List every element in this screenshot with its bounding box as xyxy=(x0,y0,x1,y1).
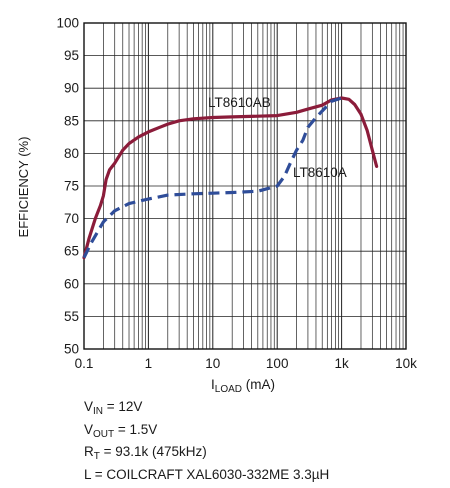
y-tick-label: 80 xyxy=(64,146,79,161)
y-tick-label: 90 xyxy=(64,81,79,96)
y-tick-label: 65 xyxy=(64,244,79,259)
series-label-lt8610ab: LT8610AB xyxy=(208,95,271,110)
x-axis-label-rest: (mA) xyxy=(242,377,275,392)
series-label-lt8610a: LT8610A xyxy=(293,165,347,180)
x-tick-label: 10 xyxy=(205,356,220,371)
y-tick-label: 85 xyxy=(64,113,79,128)
y-tick-label: 50 xyxy=(64,342,79,357)
note-vin: VIN = 12V xyxy=(84,398,329,421)
x-tick-label: 1k xyxy=(334,356,349,371)
x-tick-label: 10k xyxy=(395,356,417,371)
x-axis-label: ILOAD (mA) xyxy=(211,377,275,395)
grid xyxy=(84,23,406,349)
y-tick-label: 100 xyxy=(56,16,79,31)
x-tick-label: 100 xyxy=(266,356,289,371)
y-axis-label: EFFICIENCY (%) xyxy=(16,137,31,238)
x-tick-label: 1 xyxy=(145,356,153,371)
x-axis-label-sub: LOAD xyxy=(215,384,242,395)
y-tick-label: 70 xyxy=(64,211,79,226)
note-vout: VOUT = 1.5V xyxy=(84,421,329,444)
tick-labels: 50 55 60 65 70 75 80 85 90 95 100 0.1 1 10 100 1k 10k xyxy=(56,16,417,372)
note-rt: RT = 93.1k (475kHz) xyxy=(84,443,329,466)
x-tick-label: 0.1 xyxy=(75,356,94,371)
y-tick-label: 95 xyxy=(64,48,79,63)
y-tick-label: 75 xyxy=(64,179,79,194)
y-tick-label: 60 xyxy=(64,276,79,291)
test-conditions: VIN = 12V VOUT = 1.5V RT = 93.1k (475kHz… xyxy=(84,398,329,488)
y-tick-label: 55 xyxy=(64,309,79,324)
